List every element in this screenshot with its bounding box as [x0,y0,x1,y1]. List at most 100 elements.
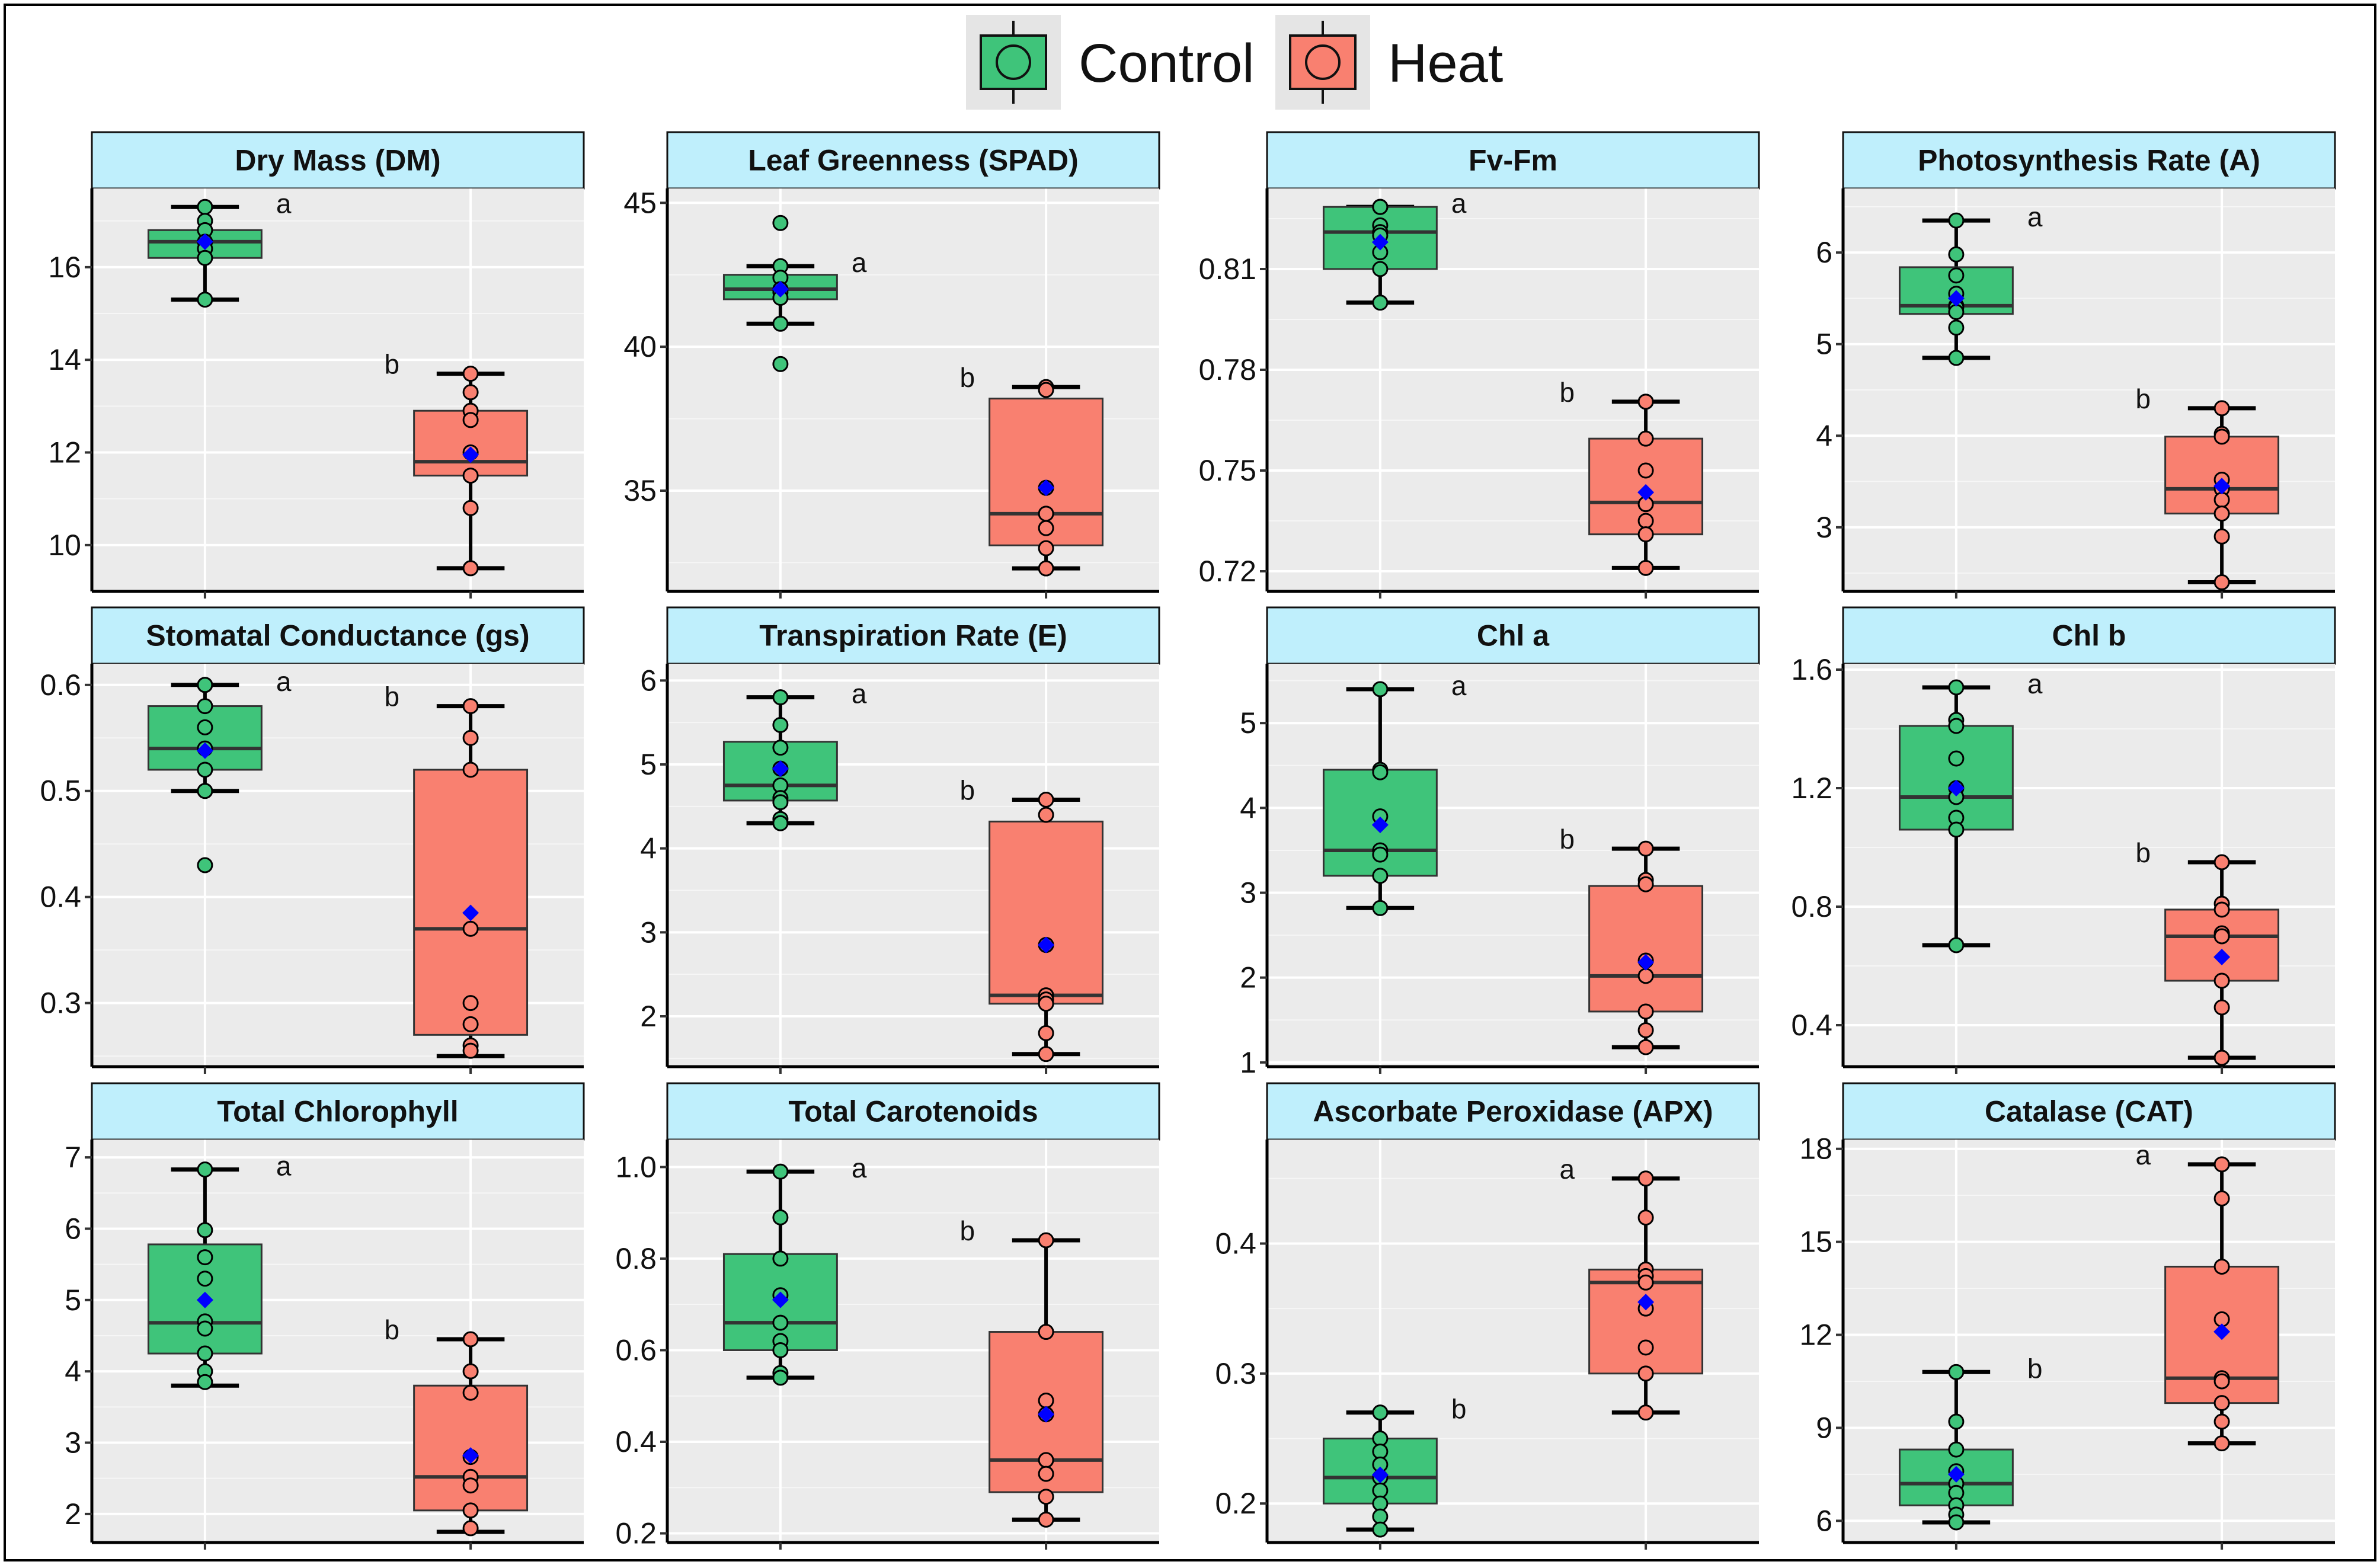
significance-letter-control: b [2027,1353,2043,1384]
data-point-heat [1038,1232,1054,1249]
data-point-heat [1637,526,1654,543]
data-point-heat [462,1042,479,1059]
data-point-heat [2213,1373,2230,1390]
panel-total-chlorophyll: Total Chlorophyll 2 3 4 5 6 7 a b [65,1082,585,1550]
mean-marker-heat [1038,479,1055,497]
significance-letter-control: a [852,679,867,709]
y-tick-label: 4 [1816,419,1832,452]
data-point-heat [1038,1324,1054,1340]
significance-letter-control: a [852,247,867,278]
data-point-heat [2213,1258,2230,1275]
data-point-heat [1637,430,1654,447]
data-point-control [1948,1413,1965,1430]
y-tick-label: 0.4 [615,1425,657,1458]
data-point-control [197,698,213,715]
data-point-control [772,215,789,231]
data-point-control [197,1161,213,1178]
data-point-heat [1038,807,1054,823]
data-point-control [772,1163,789,1180]
data-point-control [197,857,213,873]
y-tick-label: 1.2 [1791,772,1832,805]
y-tick-label: 6 [1816,236,1832,269]
significance-letter-control: a [276,1151,292,1182]
y-tick-label: 12 [48,436,81,469]
mean-marker-heat [1637,953,1655,971]
data-point-control [1372,1482,1389,1499]
data-point-heat [2213,901,2230,918]
data-point-control [197,677,213,693]
y-tick-label: 18 [1799,1132,1832,1166]
data-point-heat [1038,1489,1054,1505]
data-point-heat [2213,972,2230,989]
y-tick-label: 0.4 [40,881,81,914]
data-point-control [772,794,789,811]
data-point-heat [1038,520,1054,536]
strip-background [1266,606,1760,665]
data-point-heat [1637,1003,1654,1020]
data-point-heat [462,1363,479,1380]
data-point-heat [2213,1413,2230,1430]
mean-marker-control [1371,233,1389,251]
y-tick-label: 0.3 [1215,1357,1256,1390]
y-tick-label: 2 [65,1497,81,1531]
significance-letter-heat: b [960,1215,975,1246]
mean-marker-heat [462,904,479,921]
data-point-heat [462,468,479,484]
strip-background [666,1082,1160,1141]
data-point-control [197,199,213,215]
box-heat [2164,908,2280,982]
data-point-heat [2213,505,2230,522]
data-point-control [1948,679,1965,696]
significance-letter-control: a [276,666,292,697]
data-point-control [772,1342,789,1358]
y-tick-label: 5 [1816,328,1832,361]
data-point-control [197,1222,213,1239]
data-point-heat [1637,513,1654,529]
y-tick-label: 0.78 [1199,353,1256,386]
data-point-heat [1038,1511,1054,1528]
mean-marker-control [772,760,789,777]
mean-marker-control [196,1291,213,1308]
panel-chl-a: Chl a 1 2 3 4 5 a b [1240,606,1760,1079]
data-point-control [1372,295,1389,311]
data-point-heat [462,698,479,715]
data-point-heat [462,1502,479,1519]
significance-letter-heat: b [2136,837,2151,868]
legend-label-control: Control [1079,33,1255,94]
data-point-heat [1038,540,1054,556]
data-point-heat [462,1331,479,1348]
data-point-control [772,1369,789,1386]
data-point-control [197,761,213,778]
y-tick-label: 0.6 [40,668,81,702]
data-point-control [1948,1441,1965,1458]
mean-marker-heat [1038,936,1055,953]
legend: Control Heat [966,15,1503,110]
panel-title: Chl b [2052,619,2126,652]
y-tick-label: 45 [623,186,657,219]
legend-key-point-control [996,44,1031,80]
significance-letter-control: b [1451,1394,1467,1425]
data-point-control [772,740,789,756]
data-point-heat [462,1016,479,1032]
y-tick-label: 16 [48,251,81,284]
data-point-control [1372,1431,1389,1447]
data-point-heat [1038,1025,1054,1041]
significance-letter-heat: b [385,349,400,380]
mean-marker-heat [2213,1323,2231,1340]
data-point-heat [2213,574,2230,591]
y-tick-label: 3 [65,1426,81,1460]
y-tick-label: 0.72 [1199,555,1256,588]
y-tick-label: 0.6 [615,1333,657,1367]
data-point-heat [1637,1039,1654,1055]
data-point-control [1948,319,1965,336]
panel-title: Leaf Greenness (SPAD) [748,144,1079,177]
data-point-control [1948,1514,1965,1531]
data-point-control [1372,199,1389,215]
significance-letter-heat: a [1560,1154,1575,1185]
data-point-control [772,1209,789,1225]
data-point-control [1948,246,1965,263]
data-point-heat [1637,1339,1654,1356]
data-point-control [197,719,213,735]
data-point-control [1372,1404,1389,1421]
